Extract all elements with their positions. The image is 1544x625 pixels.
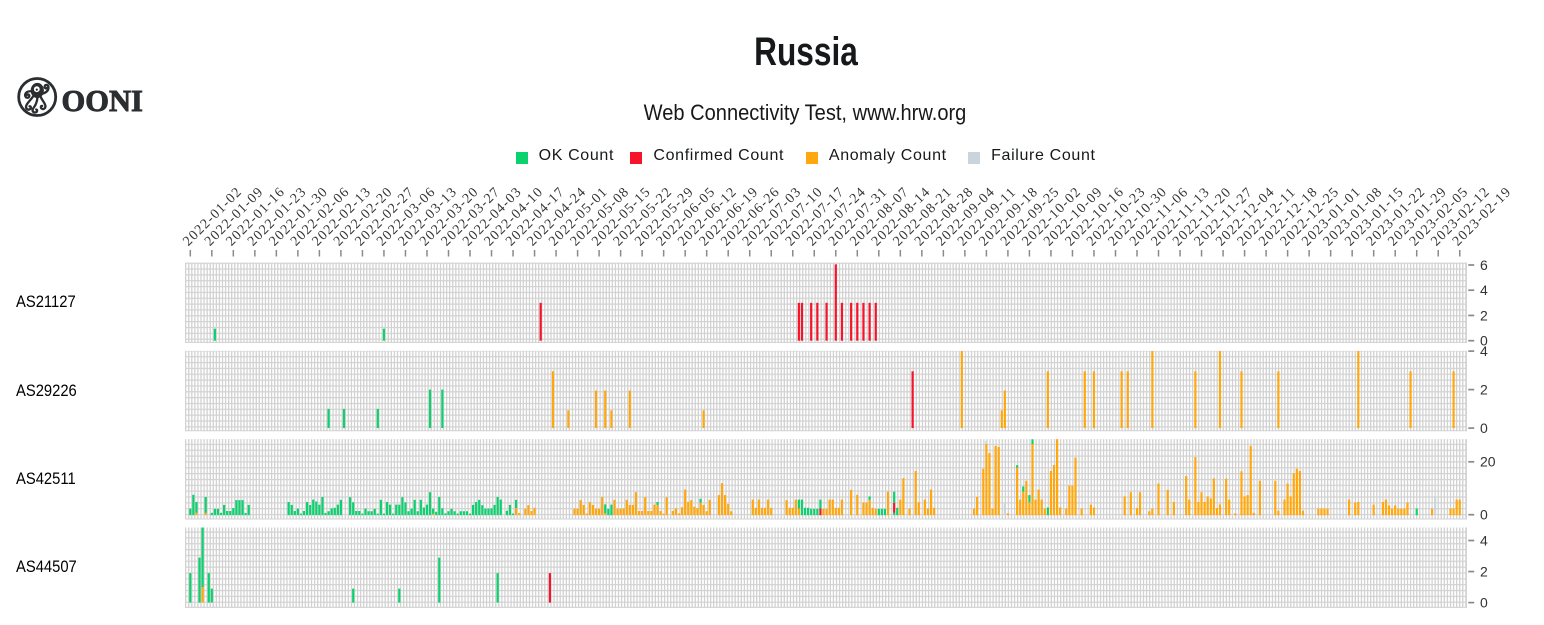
svg-text:4: 4 bbox=[1480, 532, 1488, 548]
svg-text:20: 20 bbox=[1480, 454, 1496, 470]
svg-text:6: 6 bbox=[1480, 257, 1488, 273]
svg-text:4: 4 bbox=[1480, 282, 1488, 298]
svg-text:2: 2 bbox=[1480, 307, 1488, 323]
svg-text:2: 2 bbox=[1480, 563, 1488, 579]
svg-text:0: 0 bbox=[1480, 333, 1488, 349]
svg-text:0: 0 bbox=[1480, 420, 1488, 436]
svg-text:4: 4 bbox=[1480, 343, 1488, 359]
svg-text:0: 0 bbox=[1480, 507, 1488, 523]
svg-text:0: 0 bbox=[1480, 594, 1488, 610]
svg-text:2: 2 bbox=[1480, 381, 1488, 397]
svg-text:OONI: OONI bbox=[62, 84, 143, 118]
